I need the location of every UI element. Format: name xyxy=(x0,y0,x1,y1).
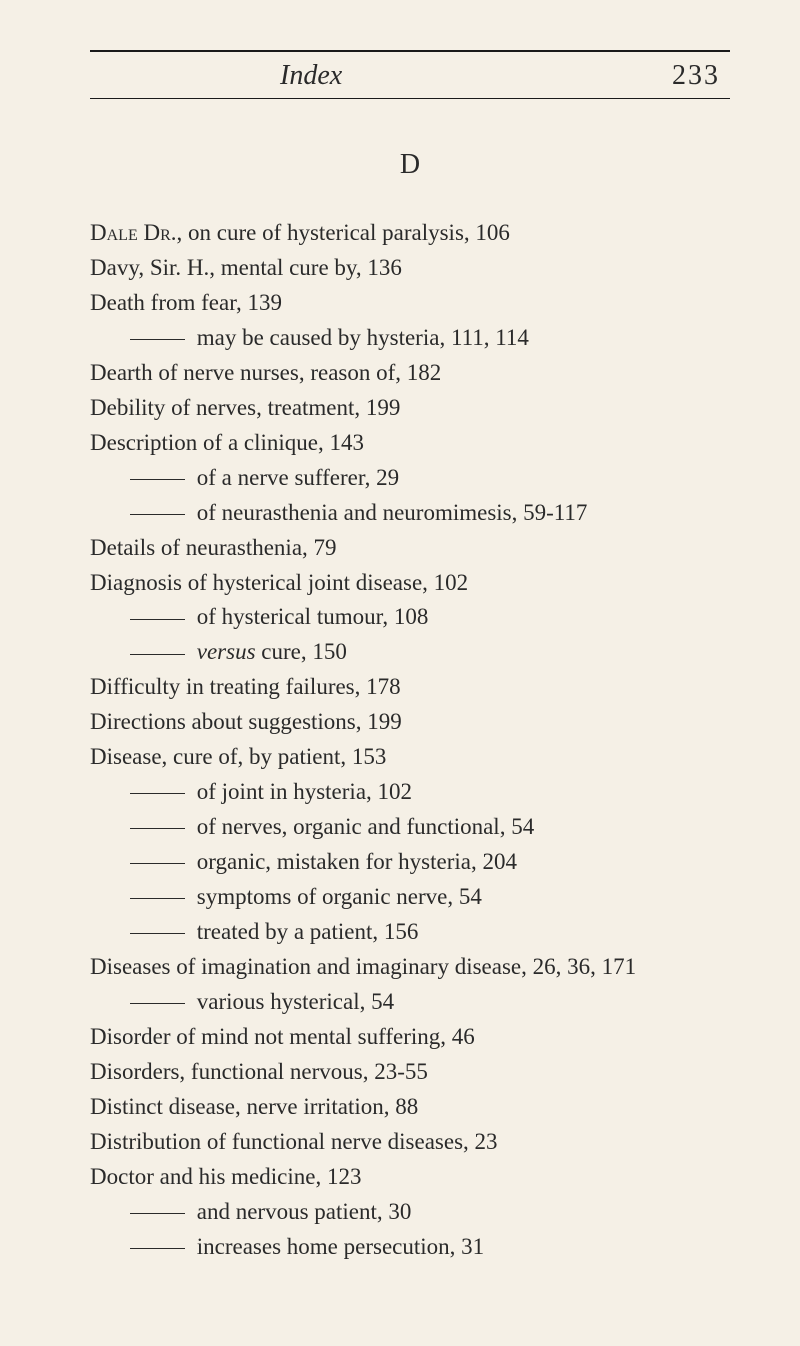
entry-text: , on cure of hysterical paralysis, 106 xyxy=(177,220,510,245)
entry-italic: versus xyxy=(197,639,256,664)
entry-text: of hysterical tumour, 108 xyxy=(197,604,429,629)
dash-icon xyxy=(130,479,185,480)
index-sub-entry: of joint in hysteria, 102 xyxy=(90,775,730,810)
entry-text: increases home persecution, 31 xyxy=(197,1234,484,1259)
entry-text: Distinct disease, nerve irritation, 88 xyxy=(90,1094,418,1119)
index-entry: Distribution of functional nerve disease… xyxy=(90,1125,730,1160)
index-entry: Diseases of imagination and imaginary di… xyxy=(90,950,730,985)
dash-icon xyxy=(130,514,185,515)
entry-text: Disorders, functional nervous, 23-55 xyxy=(90,1059,428,1084)
dash-icon xyxy=(130,828,185,829)
index-entry: Death from fear, 139 xyxy=(90,286,730,321)
entry-text: Distribution of functional nerve disease… xyxy=(90,1129,498,1154)
entry-text: Debility of nerves, treatment, 199 xyxy=(90,395,400,420)
entry-text: Diagnosis of hysterical joint disease, 1… xyxy=(90,570,468,595)
entry-smallcaps: Dale Dr. xyxy=(90,220,177,245)
dash-icon xyxy=(130,1248,185,1249)
header-line: Index 233 xyxy=(90,60,730,98)
entry-text: organic, mistaken for hysteria, 204 xyxy=(197,849,517,874)
index-entry: Dale Dr., on cure of hysterical paralysi… xyxy=(90,216,730,251)
index-entries: Dale Dr., on cure of hysterical paralysi… xyxy=(90,216,730,1265)
index-sub-entry: organic, mistaken for hysteria, 204 xyxy=(90,845,730,880)
index-sub-entry: versus cure, 150 xyxy=(90,635,730,670)
entry-text: Death from fear, 139 xyxy=(90,290,282,315)
index-entry: Diagnosis of hysterical joint disease, 1… xyxy=(90,566,730,601)
page-number: 233 xyxy=(672,60,720,92)
index-sub-entry: various hysterical, 54 xyxy=(90,985,730,1020)
index-entry: Details of neurasthenia, 79 xyxy=(90,531,730,566)
entry-text: may be caused by hysteria, 111, 114 xyxy=(197,325,529,350)
index-sub-entry: of neurasthenia and neuromimesis, 59-117 xyxy=(90,496,730,531)
index-entry: Directions about suggestions, 199 xyxy=(90,705,730,740)
index-sub-entry: of nerves, organic and functional, 54 xyxy=(90,810,730,845)
index-sub-entry: treated by a patient, 156 xyxy=(90,915,730,950)
entry-text: of nerves, organic and functional, 54 xyxy=(197,814,534,839)
entry-text: Directions about suggestions, 199 xyxy=(90,709,402,734)
entry-text: various hysterical, 54 xyxy=(197,989,394,1014)
entry-text: treated by a patient, 156 xyxy=(197,919,419,944)
index-entry: Distinct disease, nerve irritation, 88 xyxy=(90,1090,730,1125)
dash-icon xyxy=(130,1213,185,1214)
entry-text: of a nerve sufferer, 29 xyxy=(197,465,399,490)
entry-text: and nervous patient, 30 xyxy=(197,1199,412,1224)
entry-text: Doctor and his medicine, 123 xyxy=(90,1164,361,1189)
index-sub-entry: of a nerve sufferer, 29 xyxy=(90,461,730,496)
index-entry: Disease, cure of, by patient, 153 xyxy=(90,740,730,775)
index-entry: Description of a clinique, 143 xyxy=(90,426,730,461)
dash-icon xyxy=(130,793,185,794)
index-sub-entry: and nervous patient, 30 xyxy=(90,1195,730,1230)
index-entry: Dearth of nerve nurses, reason of, 182 xyxy=(90,356,730,391)
header-rule-top xyxy=(90,50,730,52)
entry-text: of neurasthenia and neuromimesis, 59-117 xyxy=(197,500,588,525)
entry-text: Description of a clinique, 143 xyxy=(90,430,364,455)
index-sub-entry: increases home persecution, 31 xyxy=(90,1230,730,1265)
dash-icon xyxy=(130,654,185,655)
entry-text: symptoms of organic nerve, 54 xyxy=(197,884,482,909)
entry-text: Disease, cure of, by patient, 153 xyxy=(90,744,386,769)
index-entry: Davy, Sir. H., mental cure by, 136 xyxy=(90,251,730,286)
entry-text: of joint in hysteria, 102 xyxy=(197,779,412,804)
entry-text: Difficulty in treating failures, 178 xyxy=(90,674,401,699)
index-entry: Difficulty in treating failures, 178 xyxy=(90,670,730,705)
dash-icon xyxy=(130,863,185,864)
dash-icon xyxy=(130,619,185,620)
index-entry: Doctor and his medicine, 123 xyxy=(90,1160,730,1195)
header-title: Index xyxy=(280,60,342,92)
entry-text: Diseases of imagination and imaginary di… xyxy=(90,954,636,979)
entry-text: Disorder of mind not mental suffering, 4… xyxy=(90,1024,475,1049)
dash-icon xyxy=(130,1003,185,1004)
index-entry: Debility of nerves, treatment, 199 xyxy=(90,391,730,426)
entry-text: Details of neurasthenia, 79 xyxy=(90,535,337,560)
entry-text: cure, 150 xyxy=(256,639,347,664)
index-sub-entry: may be caused by hysteria, 111, 114 xyxy=(90,321,730,356)
entry-text: Dearth of nerve nurses, reason of, 182 xyxy=(90,360,441,385)
index-sub-entry: of hysterical tumour, 108 xyxy=(90,600,730,635)
dash-icon xyxy=(130,898,185,899)
index-entry: Disorders, functional nervous, 23-55 xyxy=(90,1055,730,1090)
entry-text: Davy, Sir. H., mental cure by, 136 xyxy=(90,255,402,280)
dash-icon xyxy=(130,339,185,340)
section-letter: D xyxy=(90,149,730,181)
header-rule-bottom xyxy=(90,98,730,99)
index-sub-entry: symptoms of organic nerve, 54 xyxy=(90,880,730,915)
dash-icon xyxy=(130,933,185,934)
index-entry: Disorder of mind not mental suffering, 4… xyxy=(90,1020,730,1055)
